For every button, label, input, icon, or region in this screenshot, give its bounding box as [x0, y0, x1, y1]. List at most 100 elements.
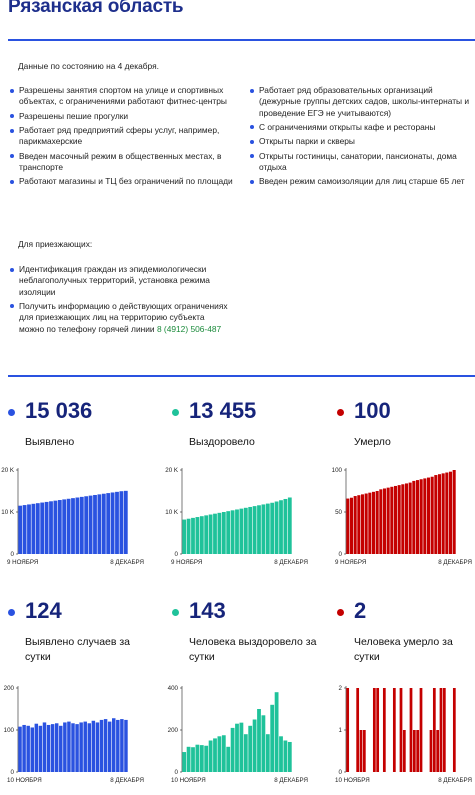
x-tick-label-end: 8 ДЕКАБРЯ	[438, 559, 472, 566]
y-tick-label: 10 K	[1, 509, 15, 516]
y-tick-label: 0	[339, 551, 343, 558]
bar	[124, 719, 128, 772]
list-item: Введен масочный режим в общественных мес…	[10, 151, 235, 174]
visitors-list: Идентификация граждан из эпидемиологичес…	[10, 264, 230, 338]
bar	[50, 724, 55, 772]
bar	[360, 494, 365, 554]
list-item: Разрешены пешие прогулки	[10, 111, 235, 122]
y-tick-label: 2	[339, 685, 343, 692]
bar	[423, 478, 427, 554]
bar	[62, 499, 67, 554]
bar	[31, 503, 36, 554]
bar	[416, 730, 420, 772]
list-item: Введен режим самоизоляции для лиц старше…	[250, 176, 470, 187]
bar	[359, 730, 363, 772]
bar	[87, 723, 92, 772]
bar	[376, 688, 380, 772]
bar	[248, 506, 253, 554]
y-tick-label: 20 K	[165, 467, 179, 474]
bar	[419, 688, 423, 772]
bar	[18, 505, 23, 554]
bar	[84, 496, 89, 554]
bar	[99, 719, 104, 772]
bar	[91, 720, 96, 772]
bar	[412, 480, 416, 554]
visitors-heading: Для приезжающих:	[18, 239, 93, 249]
bar	[115, 491, 119, 554]
x-tick-label-end: 8 ДЕКАБРЯ	[110, 559, 144, 566]
stat-label: Выявлено	[25, 436, 75, 448]
bar	[191, 517, 195, 554]
bar	[93, 494, 97, 554]
bar	[221, 512, 226, 554]
bar	[353, 496, 357, 554]
bar	[208, 514, 213, 554]
y-tick-label: 0	[339, 769, 343, 776]
bar	[199, 516, 204, 554]
list-item: Работает ряд образовательных организаций…	[250, 85, 470, 119]
stat-value: 100	[354, 398, 391, 423]
x-tick-label-start: 10 НОЯБРЯ	[335, 777, 370, 784]
y-tick-label: 200	[168, 727, 179, 734]
bar	[349, 497, 354, 554]
x-tick-label-end: 8 ДЕКАБРЯ	[274, 777, 308, 784]
bar	[239, 722, 244, 772]
bar	[83, 721, 87, 772]
bar	[186, 746, 191, 772]
bar	[356, 688, 360, 772]
bar	[441, 473, 445, 554]
bar	[120, 719, 124, 772]
chart-detected-cumulative: 0 10 K 20 K 9 НОЯБРЯ 8 ДЕКАБРЯ	[1, 467, 144, 566]
y-tick-label: 50	[335, 509, 342, 516]
bar	[248, 725, 253, 772]
red-dot-icon	[337, 409, 344, 416]
hotline-phone-link[interactable]: 8 (4912) 506-487	[156, 323, 222, 334]
bar	[27, 504, 31, 554]
bar	[38, 725, 43, 772]
x-tick-label-end: 8 ДЕКАБРЯ	[438, 777, 472, 784]
stat-label: Человека умерло за сутки	[354, 636, 453, 663]
bar	[402, 730, 406, 772]
bar	[22, 724, 26, 772]
bar	[22, 505, 27, 554]
green-dot-icon	[172, 409, 179, 416]
bar	[95, 722, 100, 772]
page-title: Рязанская область	[8, 0, 184, 17]
bar	[191, 747, 195, 772]
bar	[182, 752, 187, 772]
bar	[265, 734, 270, 772]
bar	[26, 725, 30, 772]
bar	[408, 482, 412, 554]
bar	[287, 741, 292, 772]
y-tick-label: 10 K	[165, 509, 179, 516]
bar	[415, 480, 420, 554]
y-tick-label: 0	[175, 551, 179, 558]
list-item: Работают магазины и ТЦ без ограничений п…	[10, 176, 235, 187]
x-tick-label-start: 9 НОЯБРЯ	[7, 559, 38, 566]
bar	[432, 688, 436, 772]
bar	[208, 740, 213, 772]
stat-label: Выздоровело	[189, 436, 255, 448]
bar	[375, 491, 379, 554]
y-tick-label: 0	[175, 769, 179, 776]
bar	[182, 519, 187, 554]
bar	[436, 730, 440, 772]
bar	[44, 501, 49, 554]
bar	[59, 725, 63, 772]
bar	[404, 483, 409, 554]
measures-list-left: Разрешены занятия спортом на улице и спо…	[10, 85, 235, 191]
bar	[382, 488, 387, 554]
bar	[101, 493, 106, 554]
bar	[88, 495, 93, 554]
bar	[279, 500, 283, 554]
chart-detected-daily: 0 100 200 10 НОЯБРЯ 8 ДЕКАБРЯ	[4, 685, 144, 784]
bar	[252, 719, 257, 772]
bar	[63, 722, 67, 772]
bar	[221, 735, 226, 772]
bar	[419, 479, 423, 554]
bar	[106, 493, 111, 554]
stat-value: 13 455	[189, 398, 257, 423]
bar	[226, 746, 231, 772]
bar	[116, 719, 120, 772]
bar	[283, 498, 288, 554]
